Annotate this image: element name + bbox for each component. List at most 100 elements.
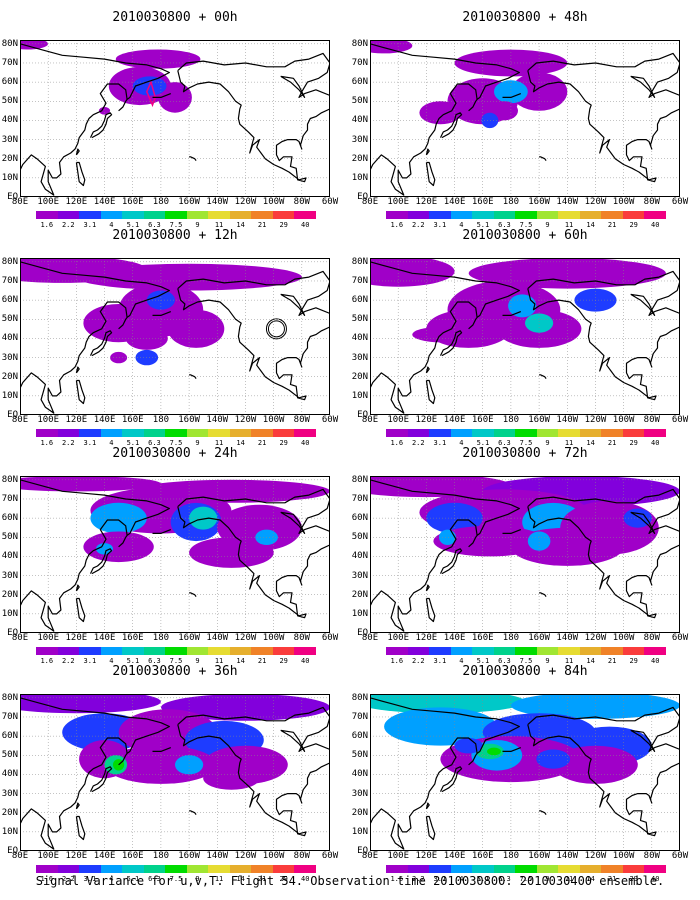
variance-blob [20, 694, 161, 714]
contour-circle [265, 318, 287, 340]
colorbar-label: 1.6 [40, 875, 54, 883]
variance-blob [481, 112, 499, 129]
colorbar-swatch [558, 647, 580, 655]
contour-circle [267, 320, 285, 338]
colorbar-label: 29 [629, 875, 638, 883]
colorbar-label: 40 [651, 439, 660, 447]
colorbar-label: 4 [109, 657, 114, 665]
colorbar-swatch [251, 647, 273, 655]
colorbar-swatch [229, 211, 252, 219]
lon-tick-label: 160W [528, 415, 550, 425]
coastline [370, 43, 520, 196]
variance-blob [20, 40, 49, 50]
panel-title: 2010030800 + 36h [112, 664, 238, 679]
map-frame [370, 40, 680, 197]
colorbar-label: 29 [629, 221, 638, 229]
map-panel: 2010030800 + 00h 80N 70N 60N 50N 40N 30N 20N 10N… [0, 0, 350, 229]
lon-tick-label: 180 [502, 851, 520, 861]
colorbar-swatch [601, 211, 623, 219]
colorbar-label: 11 [564, 439, 574, 447]
coastline [370, 261, 520, 414]
colorbar-swatch [229, 647, 252, 655]
coastline [527, 270, 680, 401]
lon-tick-label: 120E [415, 197, 438, 207]
lat-tick-label: 40N [1, 769, 18, 780]
colorbar-swatch [472, 429, 494, 437]
colorbar-label: 7.5 [169, 657, 183, 665]
coastline [370, 479, 520, 632]
lon-tick-label: 100E [387, 851, 410, 861]
coastline [75, 366, 80, 374]
lat-tick-label: EQ [357, 628, 368, 638]
lon-tick-label: 120W [234, 633, 257, 643]
colorbar-label: 11 [564, 657, 574, 665]
lon-tick-label: 140E [443, 851, 466, 861]
lon-tick-label: 120W [584, 851, 607, 861]
colorbar-label: 6.3 [148, 221, 161, 229]
colorbar-label: 21 [257, 657, 267, 665]
colorbar-swatch [36, 865, 58, 873]
map-frame [370, 694, 680, 851]
lon-tick-label: 140E [443, 415, 466, 425]
lon-tick-label: 120E [415, 851, 438, 861]
variance-blob [370, 258, 455, 287]
lon-tick-label: 120W [234, 415, 257, 425]
colorbar-swatch [57, 647, 80, 655]
colorbar-label: 29 [629, 657, 638, 665]
lon-tick-label: 160W [528, 633, 550, 643]
coastline [118, 535, 128, 548]
map-frame [20, 40, 330, 197]
coastline [75, 379, 86, 405]
colorbar-label: 21 [257, 439, 267, 447]
map-panel: 2010030800 + 84h 80N 70N 60N 50N 40N 30N 20N 10N… [350, 654, 700, 883]
colorbar-label: 6.3 [148, 657, 161, 665]
lat-tick-label: 50N [1, 750, 18, 761]
lon-tick-label: 100W [612, 851, 635, 861]
colorbar-swatch [36, 647, 58, 655]
map-plot [370, 258, 680, 415]
colorbar-swatch [251, 865, 273, 873]
colorbar-label: 2.2 [61, 657, 75, 665]
lon-tick-label: 120W [234, 851, 257, 861]
coastline [280, 75, 306, 99]
lon-tick-label: 120E [65, 415, 88, 425]
colorbar-swatch [57, 211, 80, 219]
coastline [20, 479, 170, 632]
colorbar-swatch [208, 211, 230, 219]
lat-tick-label: 30N [351, 788, 368, 799]
coastline [439, 112, 463, 139]
colorbar-swatch [536, 647, 559, 655]
colorbar-label: 29 [279, 221, 288, 229]
colorbar-label: 3.1 [433, 221, 447, 229]
map-plot [370, 40, 680, 197]
colorbar-swatch [429, 211, 451, 219]
colorbar-label: 4 [459, 657, 464, 665]
colorbar-swatch [536, 865, 559, 873]
colorbar-swatch [493, 865, 516, 873]
colorbar-label: 3.1 [83, 221, 97, 229]
lon-tick-label: 80E [11, 851, 29, 861]
lon-tick-label: 140E [443, 197, 466, 207]
colorbar-label: 4 [459, 439, 464, 447]
lon-tick-label: 80E [361, 851, 379, 861]
colorbar-label: 4 [459, 221, 464, 229]
colorbar-label: 21 [257, 221, 267, 229]
coastline [152, 529, 172, 535]
colorbar-swatch [493, 647, 516, 655]
panel-title: 2010030800 + 24h [112, 446, 238, 461]
colorbar-swatch [122, 429, 144, 437]
colorbar-label: 2.2 [411, 657, 425, 665]
lon-tick-label: 100W [262, 197, 285, 207]
lon-tick-label: 100W [262, 851, 285, 861]
colorbar-swatch [601, 647, 623, 655]
colorbar-swatch [515, 647, 537, 655]
lon-tick-label: 140E [93, 197, 116, 207]
coastline [468, 753, 478, 766]
coastline [439, 548, 463, 575]
lat-tick-label: 30N [1, 352, 18, 363]
lon-tick-label: 140W [206, 633, 229, 643]
coastline [75, 815, 86, 841]
colorbar-swatch [601, 865, 623, 873]
colorbar-swatch [186, 429, 209, 437]
lon-tick-label: 100E [387, 415, 410, 425]
